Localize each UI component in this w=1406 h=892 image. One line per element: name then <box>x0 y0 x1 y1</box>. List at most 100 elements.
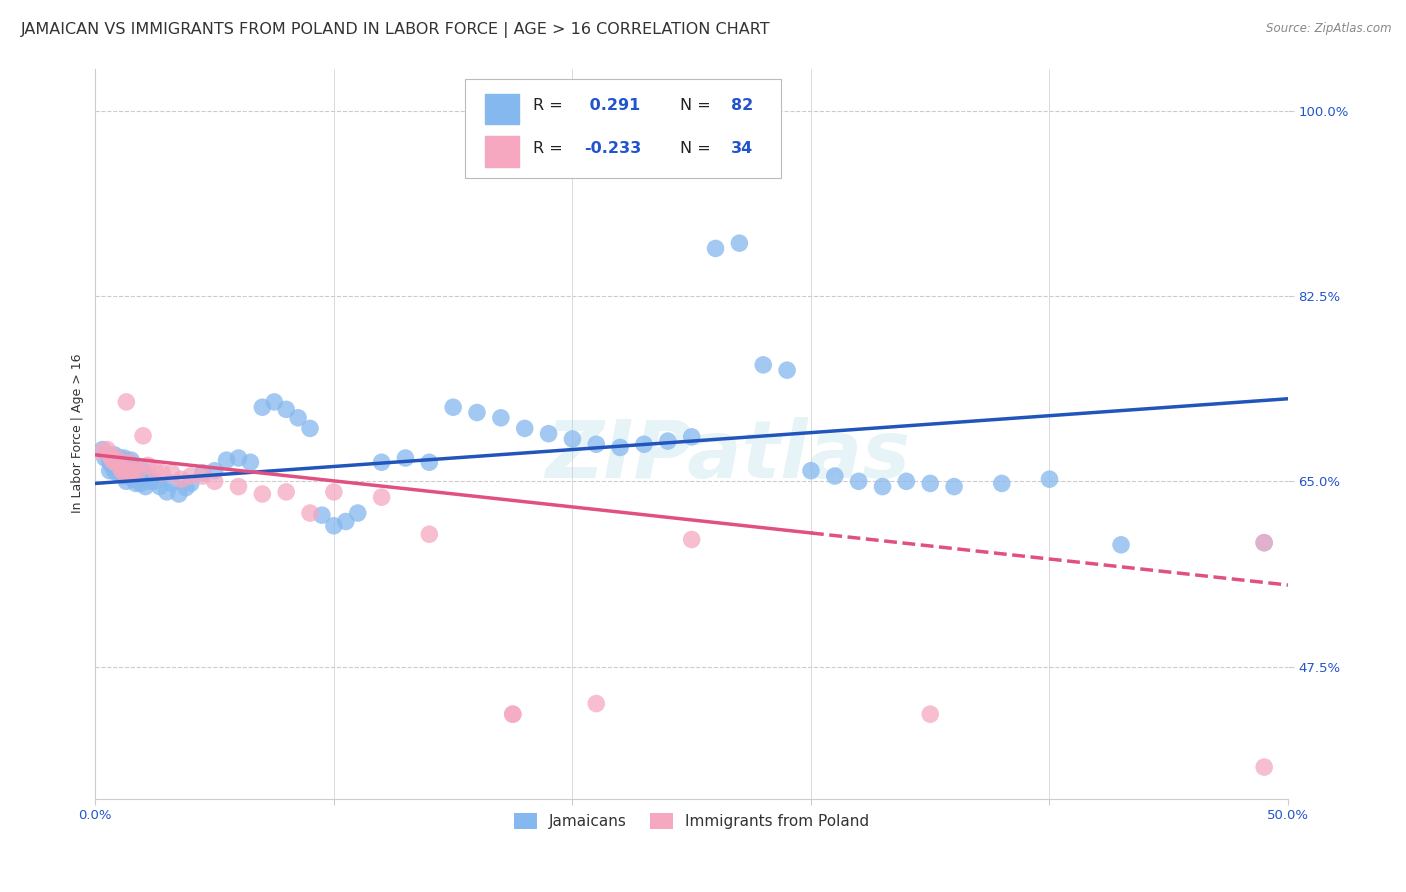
Point <box>118 455 141 469</box>
Legend: Jamaicans, Immigrants from Poland: Jamaicans, Immigrants from Poland <box>508 806 876 835</box>
Point <box>115 475 138 489</box>
Text: Source: ZipAtlas.com: Source: ZipAtlas.com <box>1267 22 1392 36</box>
Point <box>252 487 274 501</box>
Point <box>156 484 179 499</box>
Point <box>502 707 524 722</box>
Point <box>394 450 416 465</box>
Text: JAMAICAN VS IMMIGRANTS FROM POLAND IN LABOR FORCE | AGE > 16 CORRELATION CHART: JAMAICAN VS IMMIGRANTS FROM POLAND IN LA… <box>21 22 770 38</box>
Point <box>704 242 727 256</box>
Point <box>120 453 142 467</box>
Point <box>101 458 124 473</box>
Point <box>96 442 118 457</box>
Point <box>322 518 344 533</box>
Point <box>1109 538 1132 552</box>
Point <box>287 410 309 425</box>
Point <box>263 395 285 409</box>
Point <box>170 472 193 486</box>
Point <box>561 432 583 446</box>
Point <box>122 464 145 478</box>
Point <box>91 442 114 457</box>
Point <box>122 461 145 475</box>
Text: N =: N = <box>679 141 710 156</box>
Point <box>920 476 942 491</box>
Point <box>129 476 152 491</box>
Point <box>299 506 322 520</box>
FancyBboxPatch shape <box>465 79 782 178</box>
Text: 82: 82 <box>731 98 754 113</box>
Point <box>537 426 560 441</box>
Point <box>204 475 226 489</box>
Point <box>91 444 114 458</box>
Point <box>134 480 156 494</box>
Point <box>276 402 298 417</box>
Point <box>418 455 440 469</box>
Point <box>657 434 679 448</box>
Bar <box>485 136 519 167</box>
Point <box>105 466 128 480</box>
Text: R =: R = <box>533 98 562 113</box>
Point <box>115 395 138 409</box>
Point <box>502 707 524 722</box>
Point <box>132 429 155 443</box>
Point <box>101 450 124 465</box>
Point <box>441 401 464 415</box>
Point <box>150 466 173 480</box>
Text: R =: R = <box>533 141 562 156</box>
Point <box>346 506 368 520</box>
Point <box>991 476 1014 491</box>
Point <box>127 469 149 483</box>
Point <box>98 448 121 462</box>
Point <box>418 527 440 541</box>
Point <box>110 464 132 478</box>
Point <box>752 358 775 372</box>
Point <box>103 464 125 478</box>
Point <box>136 469 159 483</box>
Point <box>174 481 197 495</box>
Point <box>585 437 607 451</box>
Point <box>252 401 274 415</box>
Point <box>585 697 607 711</box>
Point <box>311 508 333 523</box>
Point <box>120 464 142 478</box>
Point <box>848 475 870 489</box>
Point <box>896 475 918 489</box>
Point <box>112 450 135 465</box>
Text: N =: N = <box>679 98 710 113</box>
Point <box>228 480 250 494</box>
Bar <box>485 94 519 124</box>
Point <box>322 484 344 499</box>
Point <box>98 464 121 478</box>
Point <box>1253 760 1275 774</box>
Point <box>681 533 703 547</box>
Point <box>943 480 966 494</box>
Point <box>127 464 149 478</box>
Point <box>335 515 357 529</box>
Point <box>108 458 131 473</box>
Point <box>105 450 128 465</box>
Point <box>776 363 799 377</box>
Point <box>633 437 655 451</box>
Point <box>299 421 322 435</box>
Point <box>112 466 135 480</box>
Point <box>105 453 128 467</box>
Point <box>132 464 155 478</box>
Point <box>276 484 298 499</box>
Point <box>800 464 823 478</box>
Point <box>204 464 226 478</box>
Point <box>180 476 202 491</box>
Point <box>167 487 190 501</box>
Point <box>115 458 138 473</box>
Point <box>1253 535 1275 549</box>
Point <box>103 455 125 469</box>
Point <box>110 455 132 469</box>
Point <box>122 472 145 486</box>
Text: 34: 34 <box>731 141 754 156</box>
Point <box>160 476 183 491</box>
Point <box>370 455 392 469</box>
Point <box>112 469 135 483</box>
Point <box>728 236 751 251</box>
Point <box>110 466 132 480</box>
Point <box>681 430 703 444</box>
Point <box>101 453 124 467</box>
Text: -0.233: -0.233 <box>585 141 641 156</box>
